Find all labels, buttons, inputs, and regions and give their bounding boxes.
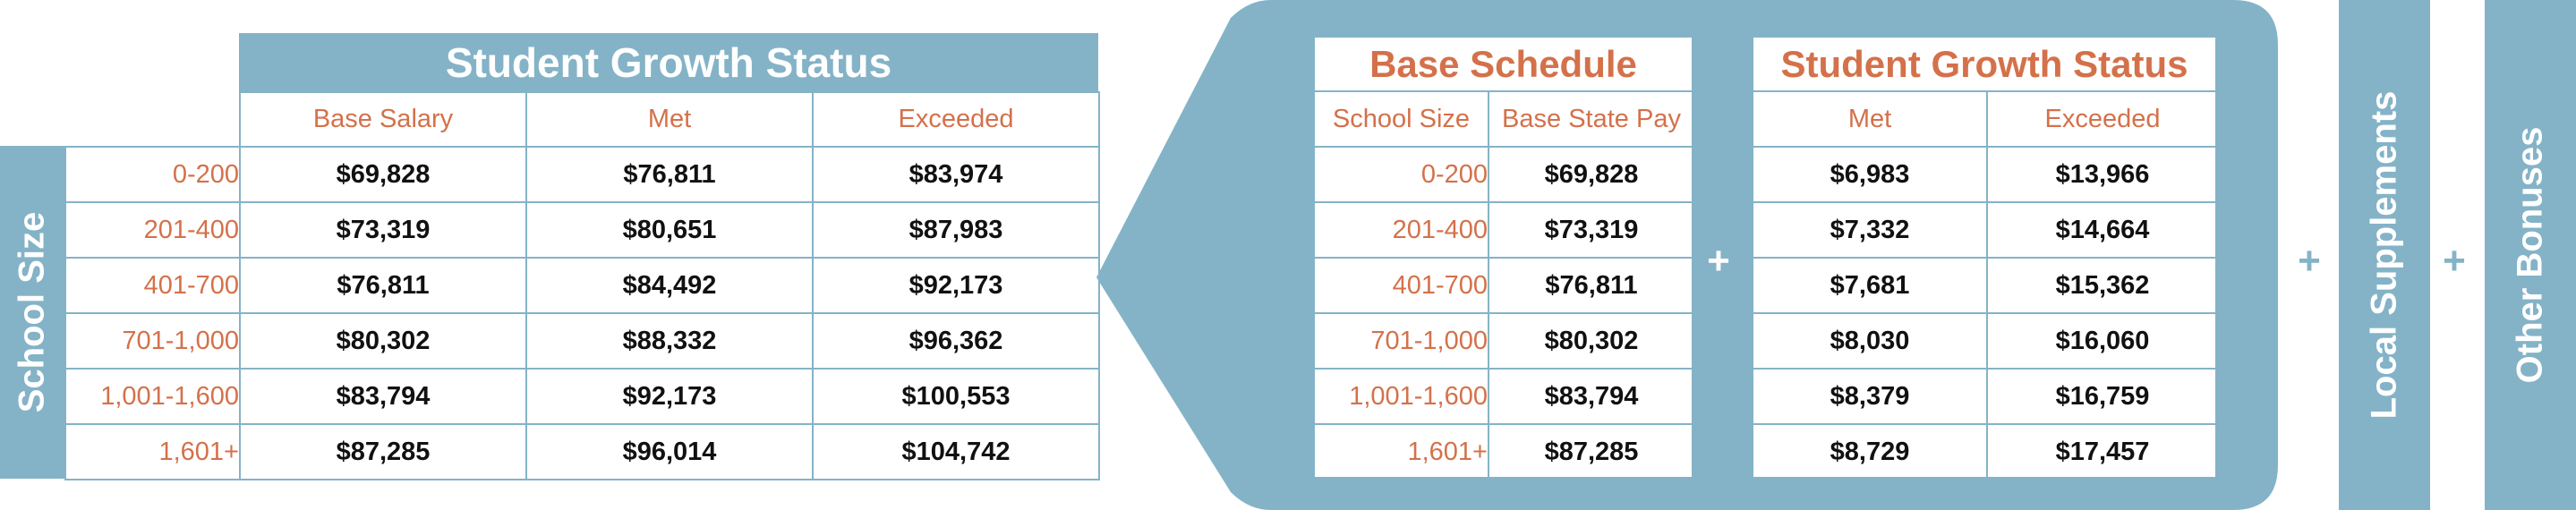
base-schedule-header-row: School Size Base State Pay <box>1313 90 1695 148</box>
table-row: 701-1,000 $80,302 <box>1313 312 1695 370</box>
table-row: $7,681 $15,362 <box>1752 257 2219 314</box>
table-row: 201-400 $73,319 <box>1313 201 1695 259</box>
table-row: 401-700 $76,811 $84,492 $92,173 <box>64 257 1100 314</box>
met-cell: $80,651 <box>525 201 814 259</box>
growth-status-box: Student Growth Status Met Exceeded $6,98… <box>1752 36 2219 480</box>
left-table-header: Student Growth Status <box>239 33 1098 92</box>
base-schedule-box: Base Schedule School Size Base State Pay… <box>1313 36 1695 480</box>
plus-sign: + <box>2443 239 2466 283</box>
left-column-header-row: Base Salary Met Exceeded <box>65 91 1100 148</box>
exceeded-cell: $14,664 <box>1986 201 2219 259</box>
other-bonuses-label: Other Bonuses <box>2510 126 2550 384</box>
exceeded-cell: $16,060 <box>1986 312 2219 370</box>
exceeded-cell: $96,362 <box>812 312 1100 370</box>
met-cell: $84,492 <box>525 257 814 314</box>
met-cell: $7,681 <box>1752 257 1988 314</box>
met-cell: $7,332 <box>1752 201 1988 259</box>
exceeded-cell: $92,173 <box>812 257 1100 314</box>
school-size-cell: 1,001-1,600 <box>64 368 241 425</box>
base-salary-cell: $87,285 <box>239 423 527 480</box>
local-supplements-bar: Local Supplements <box>2339 0 2430 510</box>
base-salary-cell: $73,319 <box>239 201 527 259</box>
base-state-pay-cell: $69,828 <box>1488 146 1695 203</box>
exceeded-cell: $104,742 <box>812 423 1100 480</box>
exceeded-cell: $87,983 <box>812 201 1100 259</box>
col-header-exceeded: Exceeded <box>812 91 1100 148</box>
exceeded-cell: $100,553 <box>812 368 1100 425</box>
table-row: 201-400 $73,319 $80,651 $87,983 <box>64 201 1100 259</box>
school-size-cell: 0-200 <box>1313 146 1489 203</box>
base-salary-cell: $83,794 <box>239 368 527 425</box>
exceeded-cell: $83,974 <box>812 146 1100 203</box>
growth-status-title-text: Student Growth Status <box>1780 42 2188 85</box>
base-state-pay-cell: $87,285 <box>1488 423 1695 480</box>
col-header-school-size: School Size <box>1313 90 1489 148</box>
col-header-base-state-pay: Base State Pay <box>1488 90 1695 148</box>
base-salary-cell: $80,302 <box>239 312 527 370</box>
left-salary-table: Base Salary Met Exceeded 0-200 $69,828 $… <box>64 91 1100 480</box>
base-schedule-title: Base Schedule <box>1315 38 1692 90</box>
met-cell: $6,983 <box>1752 146 1988 203</box>
col-header-met: Met <box>1752 90 1988 148</box>
left-header-title: Student Growth Status <box>445 39 892 86</box>
left-corner-cell <box>65 92 240 148</box>
col-header-exceeded: Exceeded <box>1986 90 2219 148</box>
met-cell: $8,379 <box>1752 368 1988 425</box>
base-state-pay-cell: $73,319 <box>1488 201 1695 259</box>
school-size-cell: 1,601+ <box>64 423 241 480</box>
base-salary-cell: $76,811 <box>239 257 527 314</box>
base-salary-cell: $69,828 <box>239 146 527 203</box>
met-cell: $76,811 <box>525 146 814 203</box>
table-row: $8,379 $16,759 <box>1752 368 2219 425</box>
base-schedule-table: School Size Base State Pay 0-200 $69,828… <box>1313 90 1695 480</box>
met-cell: $92,173 <box>525 368 814 425</box>
met-cell: $96,014 <box>525 423 814 480</box>
table-row: 1,001-1,600 $83,794 <box>1313 368 1695 425</box>
base-state-pay-cell: $80,302 <box>1488 312 1695 370</box>
school-size-cell: 1,001-1,600 <box>1313 368 1489 425</box>
growth-status-table: Met Exceeded $6,983 $13,966 $7,332 $14,6… <box>1752 90 2219 480</box>
school-size-cell: 0-200 <box>64 146 241 203</box>
exceeded-cell: $17,457 <box>1986 423 2219 480</box>
growth-status-title: Student Growth Status <box>1753 38 2215 90</box>
table-row: 0-200 $69,828 <box>1313 146 1695 203</box>
met-cell: $8,729 <box>1752 423 1988 480</box>
school-size-cell: 701-1,000 <box>64 312 241 370</box>
table-row: 1,601+ $87,285 $96,014 $104,742 <box>64 423 1100 480</box>
school-size-cell: 201-400 <box>64 201 241 259</box>
school-size-cell: 401-700 <box>64 257 241 314</box>
school-size-cell: 401-700 <box>1313 257 1489 314</box>
met-cell: $8,030 <box>1752 312 1988 370</box>
met-cell: $88,332 <box>525 312 814 370</box>
school-size-cell: 201-400 <box>1313 201 1489 259</box>
table-row: 401-700 $76,811 <box>1313 257 1695 314</box>
col-header-met: Met <box>525 91 814 148</box>
base-schedule-title-text: Base Schedule <box>1369 42 1637 85</box>
base-state-pay-cell: $76,811 <box>1488 257 1695 314</box>
growth-header-row: Met Exceeded <box>1752 90 2219 148</box>
exceeded-cell: $13,966 <box>1986 146 2219 203</box>
school-size-cell: 1,601+ <box>1313 423 1489 480</box>
plus-sign: + <box>2298 239 2321 283</box>
school-size-cell: 701-1,000 <box>1313 312 1489 370</box>
school-size-label: School Size <box>12 211 52 413</box>
exceeded-cell: $16,759 <box>1986 368 2219 425</box>
table-row: 701-1,000 $80,302 $88,332 $96,362 <box>64 312 1100 370</box>
table-row: $8,729 $17,457 <box>1752 423 2219 480</box>
table-row: 0-200 $69,828 $76,811 $83,974 <box>64 146 1100 203</box>
plus-sign: + <box>1707 239 1730 283</box>
table-row: 1,001-1,600 $83,794 $92,173 $100,553 <box>64 368 1100 425</box>
base-state-pay-cell: $83,794 <box>1488 368 1695 425</box>
exceeded-cell: $15,362 <box>1986 257 2219 314</box>
school-size-band: School Size <box>0 146 64 479</box>
table-row: $8,030 $16,060 <box>1752 312 2219 370</box>
local-supplements-label: Local Supplements <box>2364 90 2404 420</box>
col-header-base-salary: Base Salary <box>239 91 527 148</box>
table-row: 1,601+ $87,285 <box>1313 423 1695 480</box>
other-bonuses-bar: Other Bonuses <box>2485 0 2576 510</box>
table-row: $6,983 $13,966 <box>1752 146 2219 203</box>
table-row: $7,332 $14,664 <box>1752 201 2219 259</box>
